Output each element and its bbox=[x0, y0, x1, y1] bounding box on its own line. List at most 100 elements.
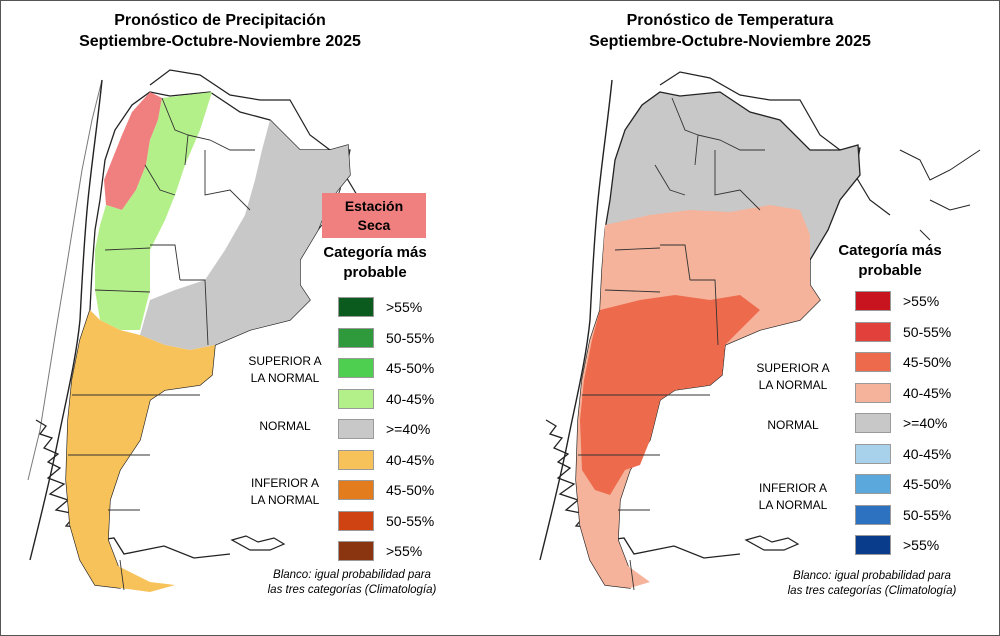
province-borders bbox=[68, 97, 255, 591]
precip-note-line1: Blanco: igual probabilidad para bbox=[273, 569, 431, 581]
precip-legend-label: 50-55% bbox=[386, 512, 435, 529]
precip-normal-area bbox=[140, 120, 350, 350]
temp-group-superior-line1: SUPERIOR A bbox=[756, 361, 830, 375]
temp-legend-item: 40-45% bbox=[855, 443, 951, 465]
temp-category-line1: Categoría más bbox=[838, 242, 942, 259]
malvinas-islands bbox=[230, 535, 286, 551]
temp-legend-item: 50-55% bbox=[855, 321, 951, 343]
brazil-coast-temp bbox=[899, 149, 981, 241]
temp-legend-swatch bbox=[855, 321, 891, 342]
precipitation-panel: Pronóstico de Precipitación Septiembre-O… bbox=[0, 10, 472, 598]
northern-border-lines-temp bbox=[659, 71, 891, 216]
precip-legend-item: 45-50% bbox=[338, 357, 434, 379]
temperature-title-line2: Septiembre-Octubre-Noviembre 2025 bbox=[589, 33, 871, 50]
temp-legend-swatch bbox=[855, 382, 891, 403]
precip-category-title: Categoría más probable bbox=[300, 243, 450, 283]
precip-legend-swatch bbox=[338, 419, 374, 439]
temp-group-inferior-line1: INFERIOR A bbox=[758, 481, 827, 495]
precip-note: Blanco: igual probabilidad para las tres… bbox=[232, 568, 472, 598]
temp-legend-swatch bbox=[855, 474, 891, 494]
dry-season-area bbox=[104, 92, 162, 210]
temp-legend-item: >55% bbox=[855, 290, 939, 312]
temp-legend-swatch bbox=[855, 443, 891, 464]
temp-category-title: Categoría más probable bbox=[815, 241, 965, 281]
temp-legend-label: >=40% bbox=[903, 415, 948, 431]
precip-legend-item: 50-55% bbox=[338, 327, 434, 349]
temp-legend-label: 40-45% bbox=[903, 445, 952, 462]
precip-legend-swatch bbox=[338, 480, 374, 500]
precip-group-superior: SUPERIOR A LA NORMAL bbox=[240, 353, 330, 387]
southern-fjords bbox=[35, 419, 231, 559]
chile-outline bbox=[27, 79, 103, 481]
dry-season-label: Estación Seca bbox=[322, 193, 426, 238]
southern-fjords-temp bbox=[545, 419, 741, 559]
chile-coastline-temp bbox=[539, 79, 613, 561]
precip-legend-item: >=40% bbox=[338, 418, 430, 440]
precip-legend-label: 45-50% bbox=[386, 360, 435, 376]
precip-above-normal-40-45 bbox=[95, 92, 212, 330]
precip-legend-swatch bbox=[338, 510, 374, 531]
precip-group-normal: NORMAL bbox=[259, 419, 311, 433]
temp-legend-swatch bbox=[855, 352, 891, 372]
temp-legend-swatch bbox=[855, 291, 891, 311]
temp-legend-label: >55% bbox=[903, 537, 940, 553]
temperature-title-line1: Pronóstico de Temperatura bbox=[626, 12, 834, 29]
precip-legend-swatch bbox=[338, 388, 374, 409]
temperature-title: Pronóstico de Temperatura Septiembre-Oct… bbox=[500, 10, 960, 52]
temperature-map bbox=[539, 71, 981, 591]
precip-legend-item: 50-55% bbox=[338, 510, 434, 532]
province-borders-temp bbox=[578, 97, 765, 591]
precipitation-map bbox=[27, 69, 381, 592]
temp-legend-label: 50-55% bbox=[903, 506, 952, 523]
temp-legend-label: 45-50% bbox=[903, 354, 952, 370]
precip-legend-swatch bbox=[338, 358, 374, 378]
temp-legend-swatch bbox=[855, 535, 891, 555]
precip-legend-item: >55% bbox=[338, 540, 422, 562]
precip-legend-swatch bbox=[338, 449, 374, 470]
temp-above-normal-45-50 bbox=[580, 295, 760, 495]
precip-legend-label: >=40% bbox=[386, 421, 431, 437]
temp-group-normal: NORMAL bbox=[767, 418, 819, 432]
precip-category-line1: Categoría más bbox=[323, 244, 427, 261]
northern-border-lines bbox=[149, 69, 381, 211]
precip-note-line2: las tres categorías (Climatología) bbox=[267, 584, 437, 596]
precipitation-title-line2: Septiembre-Octubre-Noviembre 2025 bbox=[79, 33, 361, 50]
temp-legend-label: 45-50% bbox=[903, 476, 952, 492]
precipitation-title: Pronóstico de Precipitación Septiembre-O… bbox=[0, 10, 440, 52]
precip-legend-label: 50-55% bbox=[386, 329, 435, 346]
temp-legend-item: 45-50% bbox=[855, 473, 951, 495]
precip-legend-label: 40-45% bbox=[386, 390, 435, 407]
temp-legend-item: 50-55% bbox=[855, 504, 951, 526]
precip-legend-label: >55% bbox=[386, 543, 423, 559]
precip-group-superior-line2: LA NORMAL bbox=[250, 371, 320, 385]
precip-legend-item: 40-45% bbox=[338, 388, 434, 410]
precip-legend-item: >55% bbox=[338, 296, 422, 318]
temp-note-line2: las tres categorías (Climatología) bbox=[787, 585, 957, 597]
temp-legend-item: 40-45% bbox=[855, 382, 951, 404]
temp-legend-label: 50-55% bbox=[903, 323, 952, 340]
temp-group-inferior-line2: LA NORMAL bbox=[758, 498, 828, 512]
precip-group-inferior-line2: LA NORMAL bbox=[250, 493, 320, 507]
malvinas-islands-temp bbox=[744, 535, 800, 551]
temp-group-superior: SUPERIOR A LA NORMAL bbox=[748, 360, 838, 394]
precip-legend-swatch bbox=[338, 297, 374, 317]
precip-group-inferior: INFERIOR A LA NORMAL bbox=[240, 475, 330, 509]
precip-legend-swatch bbox=[338, 327, 374, 348]
temperature-panel: Pronóstico de Temperatura Septiembre-Oct… bbox=[500, 0, 1000, 636]
precip-legend-label: >55% bbox=[386, 299, 423, 315]
temp-legend-swatch bbox=[855, 504, 891, 525]
temp-legend-item: 45-50% bbox=[855, 351, 951, 373]
temp-legend-item: >=40% bbox=[855, 412, 947, 434]
temp-group-inferior: INFERIOR A LA NORMAL bbox=[748, 480, 838, 514]
temp-legend-label: 40-45% bbox=[903, 384, 952, 401]
precipitation-title-line1: Pronóstico de Precipitación bbox=[114, 12, 326, 29]
chile-coastline bbox=[29, 79, 103, 561]
temp-category-line2: probable bbox=[858, 262, 922, 279]
temp-note: Blanco: igual probabilidad para las tres… bbox=[752, 569, 992, 599]
dry-season-line2: Seca bbox=[357, 216, 391, 233]
precip-category-line2: probable bbox=[343, 264, 407, 281]
precip-below-normal-40-45 bbox=[66, 310, 215, 592]
temp-group-superior-line2: LA NORMAL bbox=[758, 378, 828, 392]
precip-group-inferior-line1: INFERIOR A bbox=[250, 476, 319, 490]
dry-season-line1: Estación bbox=[344, 197, 404, 214]
